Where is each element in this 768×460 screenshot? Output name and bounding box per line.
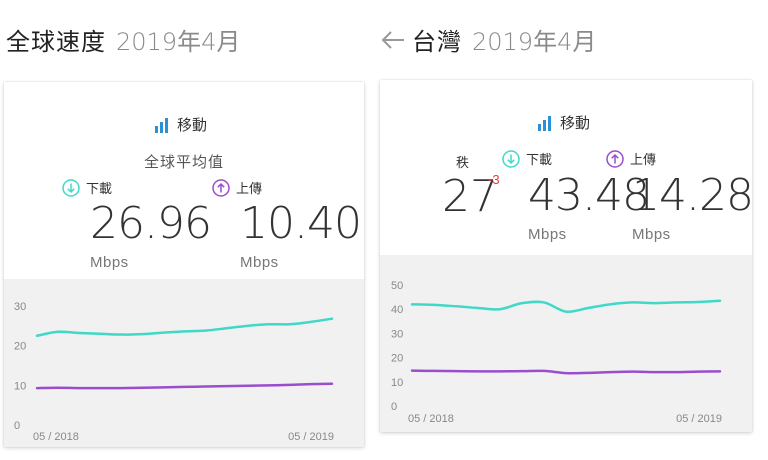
taiwan-speed-panel: 台灣 2019年4月 移動 秩 27 -3 下載 43.48 Mbps: [378, 0, 768, 460]
download-series-line: [410, 299, 722, 314]
upload-value: 14.28: [632, 170, 754, 221]
y-tick-label: 30: [391, 328, 403, 340]
upload-value: 10.40: [240, 198, 362, 249]
download-label-row: 下載: [502, 149, 649, 168]
download-value: 26.96: [90, 198, 212, 249]
network-type: 移動: [154, 114, 207, 135]
y-tick-label: 20: [14, 341, 26, 353]
y-tick-label: 20: [391, 353, 403, 365]
x-tick-label: 05 / 2019: [676, 413, 722, 425]
upload-label-row: 上傳: [606, 149, 753, 168]
x-tick-label: 05 / 2018: [408, 413, 454, 425]
page-date: 2019年4月: [116, 28, 241, 56]
global-speed-panel: 全球速度 2019年4月 移動 全球平均值 下載 26.96 Mbps: [0, 0, 370, 460]
download-label-row: 下載: [62, 178, 211, 197]
speed-card[interactable]: 移動 全球平均值 下載 26.96 Mbps 上傳 10.40: [4, 82, 364, 447]
speed-chart-area[interactable]: 0 10 20 30 40 50 05 / 2018 05 / 2019: [380, 255, 752, 432]
arrow-down-circle-icon: [502, 149, 520, 168]
y-tick-label: 0: [14, 420, 20, 432]
page-title: 台灣: [412, 29, 462, 56]
rank-value: 27: [442, 171, 498, 222]
y-tick-label: 50: [391, 280, 403, 292]
network-label: 移動: [560, 115, 591, 132]
upload-unit: Mbps: [240, 254, 279, 271]
rank-label: 秩: [456, 155, 470, 170]
speed-chart[interactable]: 0 10 20 30 40 50 05 / 2018 05 / 2019: [380, 255, 752, 432]
download-value: 43.48: [528, 170, 650, 221]
arrow-down-circle-icon: [62, 178, 80, 197]
upload-series-line: [35, 382, 334, 390]
download-unit: Mbps: [90, 254, 129, 271]
speed-chart-area[interactable]: 0 10 20 30 05 / 2018 05 / 2019: [4, 279, 364, 447]
download-label: 下載: [86, 181, 113, 196]
upload-series-line: [410, 369, 722, 375]
rank-change: -3: [488, 172, 500, 187]
download-label: 下載: [526, 152, 553, 167]
download-metric: 下載 26.96 Mbps: [62, 178, 212, 271]
y-tick-label: 40: [391, 304, 403, 316]
x-tick-label: 05 / 2018: [33, 431, 79, 443]
page-header: 全球速度 2019年4月: [6, 22, 240, 57]
upload-label: 上傳: [630, 152, 657, 167]
download-metric: 下載 43.48 Mbps: [502, 149, 650, 243]
arrow-up-circle-icon: [212, 178, 230, 197]
page-date: 2019年4月: [472, 28, 597, 56]
back-arrow-icon[interactable]: [380, 29, 406, 51]
y-tick-label: 10: [14, 380, 26, 392]
signal-bars-icon: [538, 115, 551, 131]
upload-label: 上傳: [236, 181, 263, 196]
page-header: 台灣 2019年4月: [380, 22, 596, 57]
global-average-label: 全球平均值: [144, 154, 225, 171]
y-tick-label: 10: [391, 377, 403, 389]
download-series-line: [35, 317, 334, 337]
signal-bars-icon: [155, 117, 168, 133]
upload-metric: 上傳 14.28 Mbps: [606, 149, 754, 243]
speed-card[interactable]: 移動 秩 27 -3 下載 43.48 Mbps 上傳: [380, 80, 754, 432]
page-title: 全球速度: [6, 29, 106, 56]
network-type: 移動: [537, 112, 590, 133]
upload-metric: 上傳 10.40 Mbps: [212, 178, 362, 271]
network-label: 移動: [177, 117, 208, 134]
y-tick-label: 0: [391, 401, 397, 413]
download-unit: Mbps: [528, 226, 567, 243]
speed-chart[interactable]: 0 10 20 30 05 / 2018 05 / 2019: [4, 279, 364, 447]
upload-unit: Mbps: [632, 226, 671, 243]
upload-label-row: 上傳: [212, 178, 361, 197]
x-tick-label: 05 / 2019: [288, 431, 334, 443]
y-tick-label: 30: [14, 301, 26, 313]
arrow-up-circle-icon: [606, 149, 624, 168]
